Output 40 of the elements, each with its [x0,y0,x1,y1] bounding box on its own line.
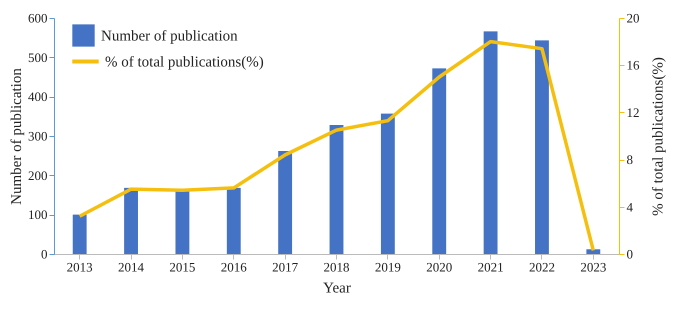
y-tick-label: 200 [28,168,48,183]
x-tick-label: 2015 [169,260,196,274]
y-tick-label: 400 [28,89,48,104]
x-tick-label: 2018 [324,260,350,274]
legend-label: % of total publications(%) [105,54,264,70]
bar [330,124,344,254]
y-tick-label: 500 [28,50,48,65]
y2-axis-title: % of total publications(%) [650,57,666,216]
bar [226,188,241,254]
x-tick-label: 2013 [66,260,93,274]
bar [72,214,87,254]
legend-label: Number of publication [101,28,238,44]
y2-tick-label: 4 [626,199,634,214]
y-tick-label: 100 [28,207,48,222]
bar [484,31,498,254]
y-tick-label: 600 [28,10,48,26]
bar [175,191,190,254]
y2-tick-label: 0 [626,246,633,262]
bar [380,114,395,254]
bar [278,150,292,254]
x-tick-label: 2017 [272,260,299,274]
x-axis-title: Year [323,280,351,296]
y-tick-label: 0 [41,246,48,262]
bar [535,40,549,254]
y2-tick-label: 20 [626,10,640,26]
x-tick-label: 2016 [220,260,248,274]
x-tick-label: 2023 [580,260,606,274]
bar [586,249,600,254]
x-tick-label: 2020 [426,260,452,274]
x-tick-label: 2022 [528,260,555,274]
bar [124,188,138,254]
y-tick-label: 300 [28,128,48,144]
y-axis-title: Number of publication [9,68,25,205]
y2-tick-label: 8 [626,152,633,168]
x-tick-label: 2014 [118,260,145,274]
x-tick-label: 2021 [478,260,504,274]
x-tick-label: 2019 [374,260,401,274]
y2-tick-label: 12 [626,104,640,120]
y2-tick-label: 16 [626,58,640,73]
bar [432,68,446,254]
